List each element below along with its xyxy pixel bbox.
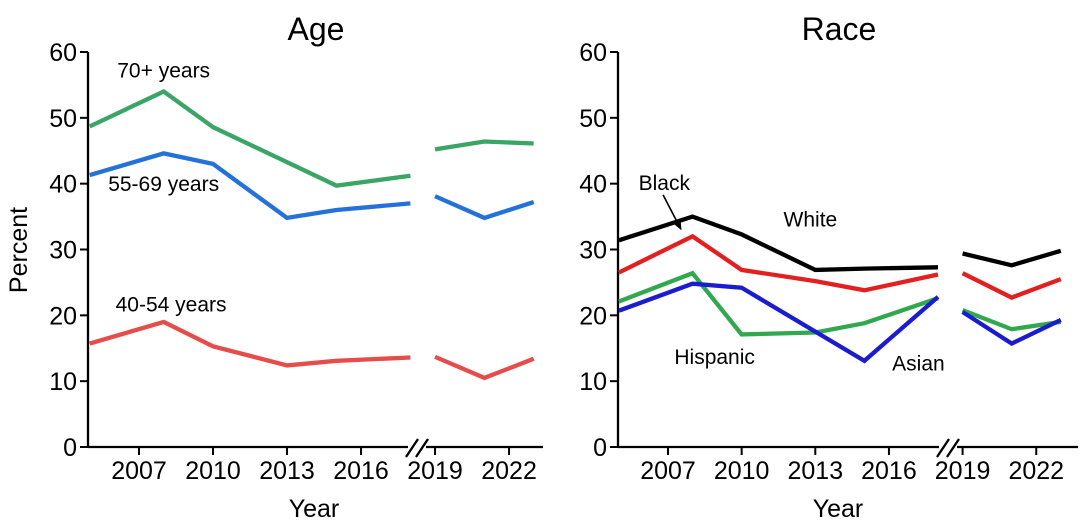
race-x-axis-title: Year xyxy=(813,495,864,523)
y-tick-label: 60 xyxy=(579,39,607,67)
annotation-arrow-line-black xyxy=(662,194,678,222)
race-plot-area: 0 10 20 30 40 50 60 2007 2010 2013 2016 2019 2022 Bla… xyxy=(579,39,1078,485)
x-tick-label: 2022 xyxy=(481,457,537,485)
y-tick-label: 50 xyxy=(579,105,607,133)
race-panel-title: Race xyxy=(802,11,877,47)
panel-age: Age Percent Year 0 10 20 30 40 50 60 2007 2010 20… xyxy=(5,11,543,523)
x-tick-label: 2010 xyxy=(714,457,770,485)
y-tick-label: 30 xyxy=(49,237,77,265)
x-tick-label: 2007 xyxy=(640,457,696,485)
x-tick-label: 2010 xyxy=(185,457,241,485)
y-tick-label: 20 xyxy=(49,302,77,330)
y-tick-label: 40 xyxy=(579,171,607,199)
series-label-40-54-years: 40-54 years xyxy=(116,293,227,316)
series-line-black-post-break xyxy=(961,271,1062,300)
age-x-axis-title: Year xyxy=(289,495,340,523)
series-line-70-years-post-break xyxy=(434,139,534,152)
series-line-40-54-years-pre-break xyxy=(89,319,411,368)
y-tick-label: 20 xyxy=(579,302,607,330)
age-y-axis-title: Percent xyxy=(5,207,33,293)
age-panel-title: Age xyxy=(288,11,345,47)
series-line-white-pre-break xyxy=(618,214,939,273)
x-tick-label: 2019 xyxy=(407,457,463,485)
axis-break-slash xyxy=(415,438,429,458)
series-label-white: White xyxy=(784,208,838,231)
series-label-55-69-years: 55-69 years xyxy=(108,173,219,196)
x-tick-label: 2013 xyxy=(787,457,843,485)
series-label-black: Black xyxy=(639,172,691,195)
x-tick-label: 2013 xyxy=(259,457,315,485)
age-plot-area: 0 10 20 30 40 50 60 2007 2010 2013 2016 2019 2022 70+… xyxy=(49,39,543,485)
x-tick-label: 2022 xyxy=(1008,457,1064,485)
x-tick-label: 2007 xyxy=(111,457,167,485)
series-label-70-years: 70+ years xyxy=(117,60,210,83)
y-tick-label: 10 xyxy=(49,368,77,396)
y-tick-label: 0 xyxy=(593,434,607,462)
y-tick-label: 30 xyxy=(579,237,607,265)
y-tick-label: 0 xyxy=(63,434,77,462)
x-tick-label: 2016 xyxy=(861,457,917,485)
panel-race: Race Year 0 10 20 30 40 50 60 2007 2010 2013 2016 2… xyxy=(579,11,1078,523)
series-line-55-69-years-pre-break xyxy=(89,151,411,221)
axis-break-slash xyxy=(946,438,960,458)
series-line-hispanic-post-break xyxy=(961,308,1062,332)
annotation-arrowhead-black xyxy=(672,218,682,231)
series-line-asian-pre-break xyxy=(618,281,940,364)
x-tick-label: 2019 xyxy=(935,457,991,485)
y-tick-label: 60 xyxy=(49,39,77,67)
y-tick-label: 50 xyxy=(49,105,77,133)
axis-break-slash xyxy=(405,438,419,458)
series-line-asian-post-break xyxy=(961,310,1062,347)
series-line-70-years-pre-break xyxy=(88,89,411,188)
series-line-hispanic-pre-break xyxy=(618,270,939,337)
series-line-55-69-years-post-break xyxy=(434,194,535,221)
series-line-white-post-break xyxy=(962,248,1062,268)
series-label-asian: Asian xyxy=(892,353,945,376)
series-line-black-pre-break xyxy=(617,233,939,293)
series-label-hispanic: Hispanic xyxy=(674,346,755,369)
series-line-40-54-years-post-break xyxy=(434,354,535,381)
y-tick-label: 10 xyxy=(579,368,607,396)
y-tick-label: 40 xyxy=(49,171,77,199)
x-tick-label: 2016 xyxy=(333,457,389,485)
axis-break-slash xyxy=(936,438,950,458)
